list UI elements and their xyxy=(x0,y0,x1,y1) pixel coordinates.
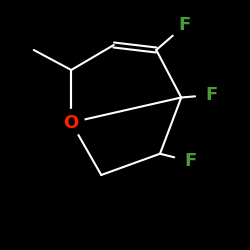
Text: F: F xyxy=(184,152,196,170)
Text: F: F xyxy=(205,86,218,104)
Text: F: F xyxy=(179,16,191,34)
Circle shape xyxy=(173,13,197,37)
Text: O: O xyxy=(64,114,79,132)
Circle shape xyxy=(178,149,202,173)
Circle shape xyxy=(58,110,84,136)
Circle shape xyxy=(199,83,223,107)
